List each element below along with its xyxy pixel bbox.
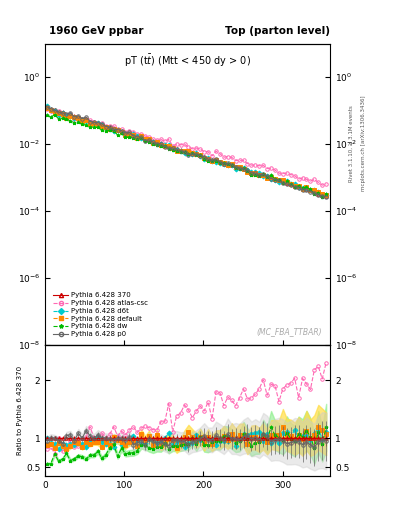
Text: pT (t$\bar{t}$) (Mtt < 450 dy > 0): pT (t$\bar{t}$) (Mtt < 450 dy > 0): [124, 53, 251, 69]
Text: 1960 GeV ppbar: 1960 GeV ppbar: [49, 26, 143, 36]
Legend: Pythia 6.428 370, Pythia 6.428 atlas-csc, Pythia 6.428 d6t, Pythia 6.428 default: Pythia 6.428 370, Pythia 6.428 atlas-csc…: [51, 291, 149, 338]
Text: Rivet 3.1.10, ≥ 3.1M events: Rivet 3.1.10, ≥ 3.1M events: [349, 105, 354, 182]
Y-axis label: Ratio to Pythia 6.428 370: Ratio to Pythia 6.428 370: [17, 366, 23, 455]
Text: mcplots.cern.ch [arXiv:1306.3436]: mcplots.cern.ch [arXiv:1306.3436]: [361, 96, 366, 191]
Text: (MC_FBA_TTBAR): (MC_FBA_TTBAR): [256, 327, 321, 336]
Text: Top (parton level): Top (parton level): [225, 26, 330, 36]
